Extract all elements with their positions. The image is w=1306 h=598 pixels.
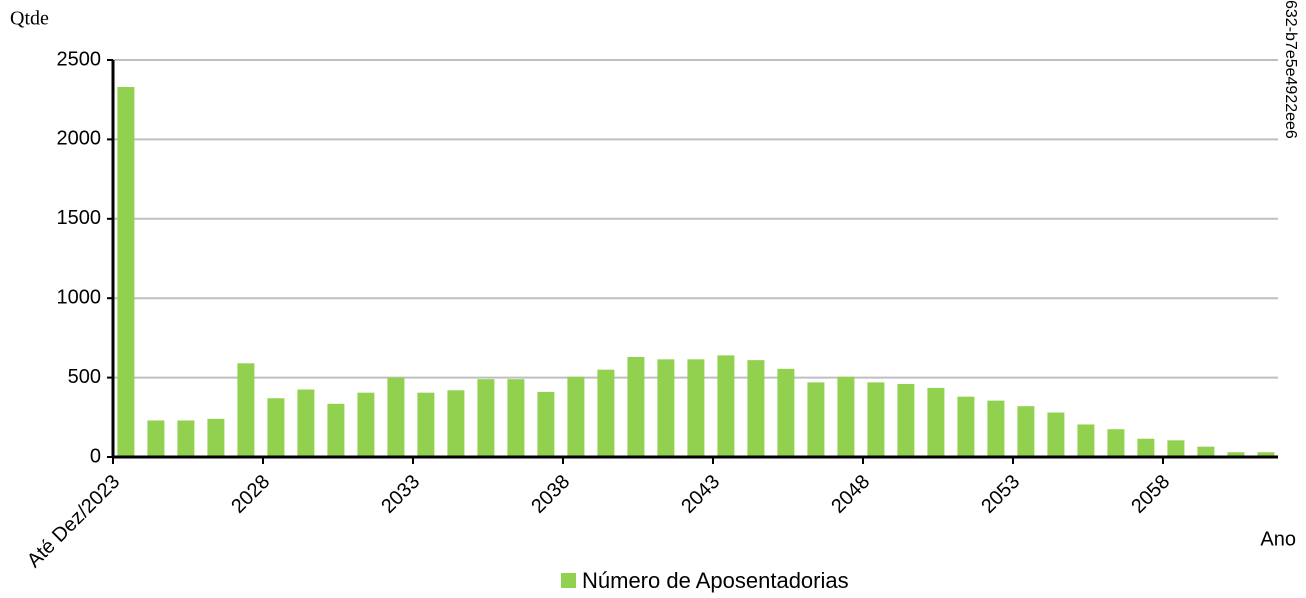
y-tick-label: 2000 — [57, 128, 102, 150]
bar — [1227, 452, 1245, 457]
bar — [507, 379, 525, 457]
legend-label: Número de Aposentadorias — [582, 568, 849, 593]
bar — [357, 392, 375, 457]
bar — [927, 387, 945, 457]
bar — [447, 390, 465, 457]
x-tick-label: 2048 — [827, 471, 874, 518]
bar — [657, 359, 675, 457]
x-tick-label: 2033 — [377, 471, 424, 518]
bar — [1257, 452, 1275, 457]
bar — [387, 377, 405, 457]
x-axis-label: Ano — [1260, 528, 1296, 550]
bar — [747, 360, 765, 457]
y-tick-label: 1000 — [57, 286, 102, 308]
y-tick-label: 0 — [90, 445, 101, 467]
annotation: 632-b7e5e4922ee6 — [1282, 0, 1299, 139]
y-tick-label: 2500 — [57, 48, 102, 70]
x-tick-label: Até Dez/2023 — [23, 471, 124, 572]
bar — [867, 382, 885, 457]
y-axis-label: Qtde — [10, 8, 49, 30]
bar — [117, 86, 135, 457]
bar — [837, 376, 855, 457]
y-tick-label: 500 — [68, 366, 101, 388]
bar — [957, 396, 975, 457]
x-tick-label: 2043 — [677, 471, 724, 518]
legend-swatch — [561, 573, 576, 588]
bar — [1077, 424, 1095, 457]
bar — [1107, 429, 1125, 457]
bar — [417, 392, 435, 457]
bar — [477, 379, 495, 457]
x-tick-label: 2058 — [1127, 471, 1174, 518]
bar — [1017, 406, 1035, 457]
bar — [1167, 440, 1185, 457]
x-tick-label: 2038 — [527, 471, 574, 518]
bar — [807, 382, 825, 457]
bar — [1197, 446, 1215, 457]
bar — [1137, 438, 1155, 457]
bar — [567, 376, 585, 457]
bar — [717, 355, 735, 457]
x-tick-label: 2053 — [977, 471, 1024, 518]
bar — [267, 398, 285, 457]
bar — [327, 403, 345, 457]
bar — [177, 420, 195, 457]
bar — [987, 400, 1005, 457]
bar — [627, 356, 645, 457]
bar — [207, 418, 225, 457]
bar — [297, 389, 315, 457]
bar — [687, 359, 705, 457]
bar — [1047, 412, 1065, 457]
y-tick-label: 1500 — [57, 207, 102, 229]
bar — [537, 391, 555, 457]
x-tick-label: 2028 — [227, 471, 274, 518]
bar — [147, 420, 165, 457]
bar — [237, 363, 255, 457]
bar — [597, 369, 615, 457]
bar — [897, 383, 915, 457]
bar — [777, 368, 795, 457]
